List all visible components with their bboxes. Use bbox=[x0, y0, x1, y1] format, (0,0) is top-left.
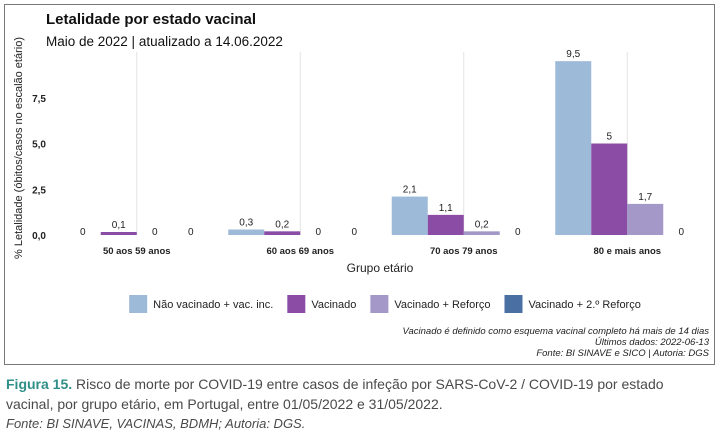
bar-value-label: 1,1 bbox=[439, 203, 453, 214]
bar bbox=[463, 231, 500, 235]
bar bbox=[427, 214, 464, 235]
bar-value-label: 2,1 bbox=[403, 185, 417, 196]
bar-layer bbox=[100, 61, 664, 236]
x-axis-label: Grupo etário bbox=[347, 261, 414, 275]
y-tick-layer: 0,0 2,5 5,0 7,5 bbox=[32, 94, 46, 242]
legend-label: Vacinado + Reforço bbox=[394, 299, 490, 311]
chart-svg: Letalidade por estado vacinal Maio de 20… bbox=[13, 11, 710, 359]
legend-key bbox=[370, 295, 389, 313]
x-tick-label: 50 aos 59 anos bbox=[103, 246, 171, 257]
bar-value-label: 0 bbox=[515, 227, 521, 238]
bar bbox=[100, 232, 137, 235]
legend-label: Não vacinado + vac. inc. bbox=[153, 299, 273, 311]
legend-key bbox=[129, 295, 148, 313]
bar-value-label: 0,2 bbox=[475, 219, 489, 230]
bar-value-label: 0 bbox=[315, 227, 321, 238]
bar bbox=[391, 196, 428, 235]
bar-value-label: 0,2 bbox=[275, 219, 289, 230]
x-tick-label: 70 aos 79 anos bbox=[430, 246, 498, 257]
bar bbox=[591, 143, 628, 235]
bar bbox=[555, 61, 592, 236]
bar-value-label: 0 bbox=[678, 227, 684, 238]
bar-value-label: 0,1 bbox=[112, 220, 126, 231]
bar-value-label: 0,3 bbox=[239, 218, 253, 229]
figure-source: Fonte: BI SINAVE, VACINAS, BDMH; Autoria… bbox=[6, 416, 306, 431]
bar-label-layer: 0 0,1 0 0 0,3 0,2 0 0 2,1 1,1 0,2 0 9,5 5 1,7 0 bbox=[80, 49, 685, 238]
bar-value-label: 0 bbox=[80, 227, 86, 238]
legend: Não vacinado + vac. inc. Vacinado Vacinado… bbox=[129, 295, 641, 313]
note-source: Fonte: BI SINAVE e SICO | Autoria: DGS bbox=[536, 348, 709, 359]
figure-caption-text: Risco de morte por COVID-19 entre casos … bbox=[6, 376, 664, 412]
bar-value-label: 0 bbox=[351, 227, 357, 238]
legend-label: Vacinado + 2.º Reforço bbox=[528, 299, 640, 311]
bar bbox=[228, 229, 265, 235]
legend-key bbox=[504, 295, 523, 313]
y-axis-label: % Letalidade (óbitos/casos no escalão et… bbox=[13, 37, 25, 259]
chart-frame: Letalidade por estado vacinal Maio de 20… bbox=[4, 4, 715, 365]
bar-value-label: 5 bbox=[606, 132, 612, 143]
bar-value-label: 0 bbox=[188, 227, 194, 238]
bar bbox=[264, 231, 301, 235]
bar-value-label: 0 bbox=[152, 227, 158, 238]
y-tick-label: 5,0 bbox=[32, 140, 46, 151]
chart-title: Letalidade por estado vacinal bbox=[46, 11, 256, 28]
grid-layer bbox=[136, 52, 628, 235]
legend-key bbox=[287, 295, 306, 313]
x-tick-label: 80 e mais anos bbox=[593, 246, 661, 257]
y-tick-label: 0,0 bbox=[32, 231, 46, 242]
figure-caption: Figura 15. Risco de morte por COVID-19 e… bbox=[6, 374, 714, 414]
bar-value-label: 9,5 bbox=[566, 49, 580, 60]
x-tick-label: 60 aos 69 anos bbox=[266, 246, 334, 257]
x-tick-layer: 50 aos 59 anos 60 aos 69 anos 70 aos 79 an… bbox=[103, 246, 661, 257]
legend-label: Vacinado bbox=[311, 299, 356, 311]
chart-subtitle: Maio de 2022 | atualizado a 14.06.2022 bbox=[46, 34, 283, 49]
note-last-data: Últimos dados: 2022-06-13 bbox=[595, 337, 710, 348]
bar-value-label: 1,7 bbox=[638, 192, 652, 203]
bar bbox=[627, 203, 664, 235]
figure-label: Figura 15. bbox=[6, 376, 73, 392]
y-tick-label: 7,5 bbox=[32, 94, 46, 105]
note-definition: Vacinado é definido como esquema vacinal… bbox=[403, 326, 710, 337]
y-tick-label: 2,5 bbox=[32, 185, 46, 196]
